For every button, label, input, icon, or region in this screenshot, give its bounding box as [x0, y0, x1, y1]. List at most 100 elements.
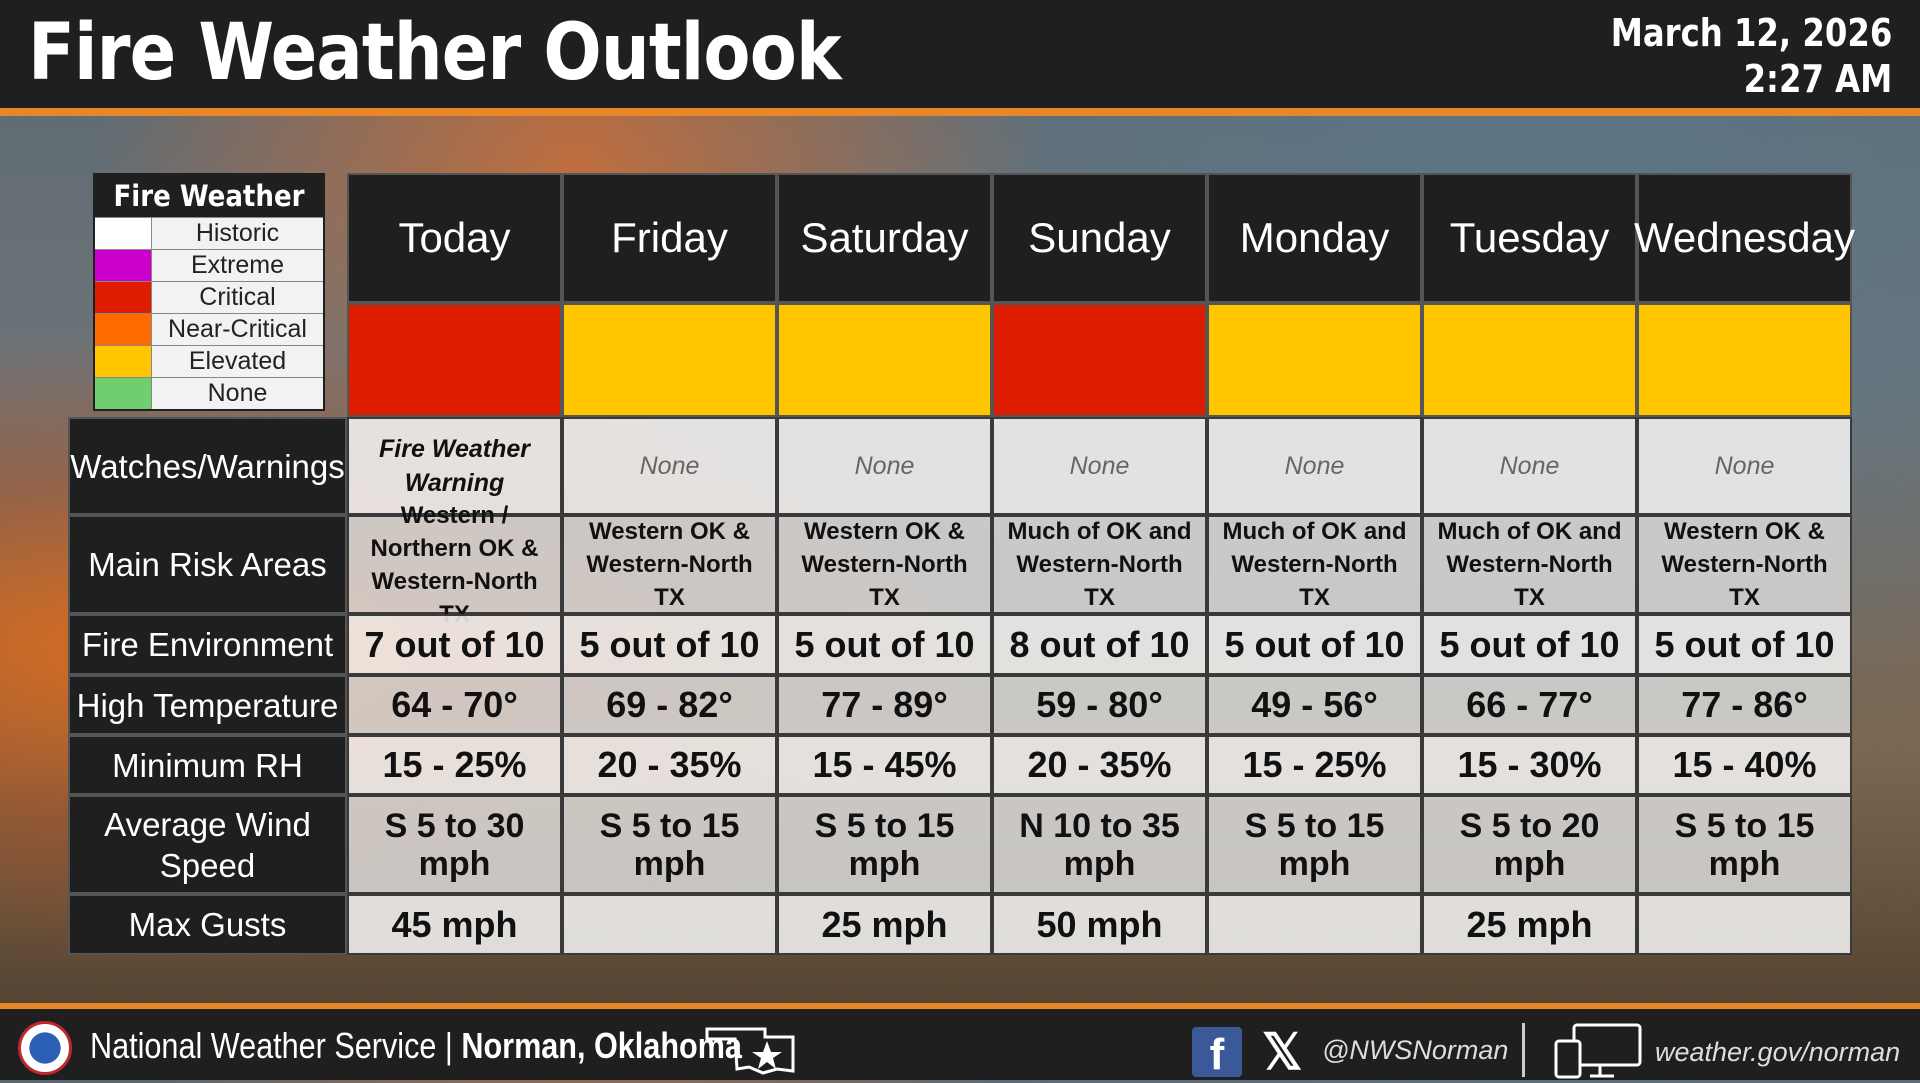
day-header-wednesday: Wednesday: [1634, 173, 1855, 303]
legend-swatch: [95, 314, 152, 345]
day-header-tuesday: Tuesday: [1422, 173, 1637, 303]
risk-level-today: [347, 303, 562, 417]
watches-cell: None: [777, 417, 992, 515]
org-name: National Weather Service |: [90, 1025, 453, 1066]
high-temp-cell: 66 - 77°: [1422, 675, 1637, 735]
day-header-today: Today: [347, 173, 562, 303]
row-label-gusts: Max Gusts: [68, 894, 347, 955]
footer-organization: National Weather Service | Norman, Oklah…: [90, 1025, 742, 1067]
areas-cell: Much of OK and Western-North TX: [992, 515, 1207, 614]
legend-row-historic: Historic: [95, 217, 323, 249]
min-rh-cell: 15 - 25%: [1207, 735, 1422, 795]
row-label-min-rh: Minimum RH: [68, 735, 347, 795]
website-link[interactable]: weather.gov/norman: [1655, 1037, 1901, 1067]
legend-label: Critical: [152, 282, 323, 313]
environment-cell: 7 out of 10: [347, 614, 562, 675]
min-rh-cell: 15 - 25%: [347, 735, 562, 795]
min-rh-cell: 15 - 30%: [1422, 735, 1637, 795]
legend-label: Near-Critical: [152, 314, 323, 345]
day-header-monday: Monday: [1207, 173, 1422, 303]
wind-cell: S 5 to 15 mph: [1207, 795, 1422, 894]
gusts-cell: [562, 894, 777, 955]
watches-cell: Fire Weather Warning: [347, 417, 562, 515]
watches-cell: None: [1207, 417, 1422, 515]
risk-level-tuesday: [1422, 303, 1637, 417]
row-label-high-temp: High Temperature: [68, 675, 347, 735]
gusts-cell: 25 mph: [1422, 894, 1637, 955]
areas-cell: Western / Northern OK & Western-North TX: [347, 502, 562, 628]
row-label-watches: Watches/Warnings: [68, 417, 347, 515]
legend-label: Historic: [152, 218, 323, 249]
facebook-icon[interactable]: f: [1192, 1027, 1242, 1079]
issued-date: March 12, 2026: [1610, 11, 1892, 55]
min-rh-cell: 20 - 35%: [992, 735, 1207, 795]
wind-cell: S 5 to 20 mph: [1422, 795, 1637, 894]
watches-cell: None: [992, 417, 1207, 515]
x-twitter-icon[interactable]: 𝕏: [1262, 1024, 1303, 1080]
nws-logo-icon: [18, 1021, 72, 1075]
environment-cell: 5 out of 10: [1422, 614, 1637, 675]
environment-cell: 8 out of 10: [992, 614, 1207, 675]
environment-cell: 5 out of 10: [1637, 614, 1852, 675]
legend-row-none: None: [95, 377, 323, 409]
high-temp-cell: 77 - 86°: [1637, 675, 1852, 735]
risk-level-sunday: [992, 303, 1207, 417]
legend-label: Elevated: [152, 346, 323, 377]
fire-weather-legend: Fire Weather Historic Extreme Critical Near…: [93, 173, 325, 411]
gusts-cell: [1637, 894, 1852, 955]
issued-datetime: March 12, 2026 2:27 AM: [1610, 10, 1892, 102]
gusts-cell: 45 mph: [347, 894, 562, 955]
legend-row-near-critical: Near-Critical: [95, 313, 323, 345]
header-bar: Fire Weather Outlook March 12, 2026 2:27…: [0, 0, 1920, 116]
wind-cell: S 5 to 15 mph: [1637, 795, 1852, 894]
legend-swatch: [95, 218, 152, 249]
footer-divider: [1522, 1023, 1525, 1077]
environment-cell: 5 out of 10: [1207, 614, 1422, 675]
row-label-wind: Average Wind Speed: [68, 795, 347, 894]
outlook-table: Today Friday Saturday Sunday Monday Tuesday We…: [68, 173, 1855, 955]
gusts-cell: 25 mph: [777, 894, 992, 955]
office-name: Norman, Oklahoma: [461, 1025, 742, 1066]
high-temp-cell: 64 - 70°: [347, 675, 562, 735]
legend-swatch: [95, 378, 152, 409]
watches-cell: None: [562, 417, 777, 515]
computer-icon: [1554, 1023, 1642, 1079]
day-header-friday: Friday: [562, 173, 777, 303]
high-temp-cell: 69 - 82°: [562, 675, 777, 735]
page-title: Fire Weather Outlook: [28, 8, 842, 98]
high-temp-cell: 49 - 56°: [1207, 675, 1422, 735]
legend-row-elevated: Elevated: [95, 345, 323, 377]
watches-cell: None: [1422, 417, 1637, 515]
risk-level-friday: [562, 303, 777, 417]
gusts-cell: [1207, 894, 1422, 955]
min-rh-cell: 20 - 35%: [562, 735, 777, 795]
legend-swatch: [95, 282, 152, 313]
high-temp-cell: 59 - 80°: [992, 675, 1207, 735]
wind-cell: N 10 to 35 mph: [992, 795, 1207, 894]
social-handle[interactable]: @NWSNorman: [1322, 1035, 1509, 1065]
issued-time: 2:27 AM: [1743, 57, 1892, 101]
legend-row-critical: Critical: [95, 281, 323, 313]
environment-cell: 5 out of 10: [562, 614, 777, 675]
legend-swatch: [95, 250, 152, 281]
min-rh-cell: 15 - 45%: [777, 735, 992, 795]
areas-cell: Western OK & Western-North TX: [777, 515, 992, 614]
row-label-environment: Fire Environment: [68, 614, 347, 675]
risk-level-monday: [1207, 303, 1422, 417]
areas-cell: Much of OK and Western-North TX: [1422, 515, 1637, 614]
wind-cell: S 5 to 30 mph: [347, 795, 562, 894]
oklahoma-state-icon: [705, 1027, 795, 1075]
day-header-sunday: Sunday: [992, 173, 1207, 303]
legend-label: Extreme: [152, 250, 323, 281]
legend-swatch: [95, 346, 152, 377]
risk-level-wednesday: [1637, 303, 1852, 417]
risk-level-saturday: [777, 303, 992, 417]
day-header-saturday: Saturday: [777, 173, 992, 303]
environment-cell: 5 out of 10: [777, 614, 992, 675]
legend-row-extreme: Extreme: [95, 249, 323, 281]
row-label-areas: Main Risk Areas: [68, 515, 347, 614]
wind-cell: S 5 to 15 mph: [777, 795, 992, 894]
legend-label: None: [152, 378, 323, 409]
areas-cell: Western OK & Western-North TX: [562, 515, 777, 614]
gusts-cell: 50 mph: [992, 894, 1207, 955]
